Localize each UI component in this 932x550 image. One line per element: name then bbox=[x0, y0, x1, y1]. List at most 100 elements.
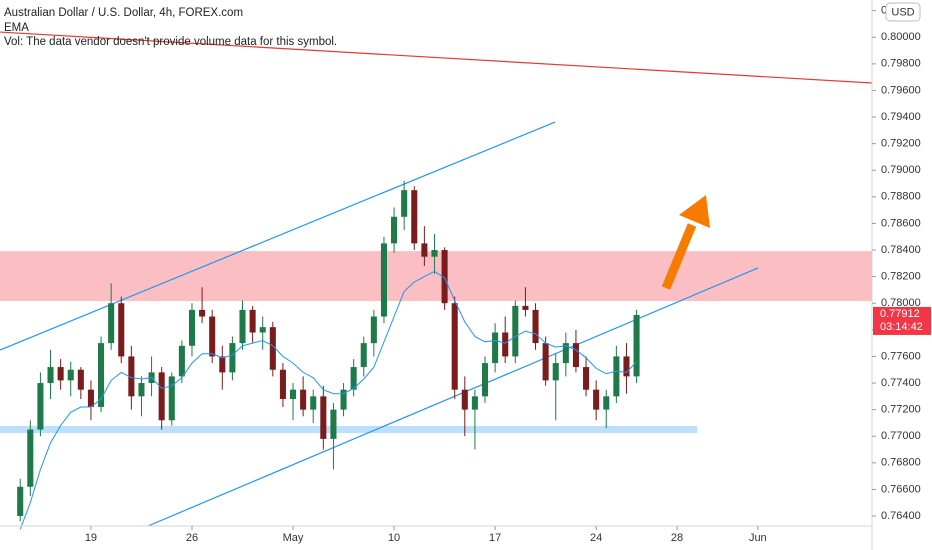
candle-body bbox=[481, 363, 489, 397]
candle-body bbox=[421, 243, 428, 257]
candle-body bbox=[583, 367, 590, 390]
candle-body bbox=[360, 343, 367, 368]
candle-body bbox=[77, 369, 84, 390]
candle-body bbox=[613, 356, 620, 397]
trendline bbox=[0, 31, 873, 84]
zone bbox=[0, 425, 698, 434]
y-tick-label: 0.77600 bbox=[881, 350, 921, 362]
candle-body bbox=[108, 303, 115, 344]
axes: 0.76400 0.76600 0.76800 0.77000 0.77200 0.774… bbox=[85, 5, 931, 544]
x-tick-label: 19 bbox=[85, 532, 97, 544]
candle-body bbox=[168, 376, 175, 421]
y-tick-label: 0.79400 bbox=[881, 111, 921, 123]
candle-body bbox=[522, 305, 529, 310]
candle-body bbox=[502, 332, 509, 357]
y-tick-label: 0.78000 bbox=[881, 297, 921, 309]
trendline bbox=[147, 267, 759, 527]
candle-body bbox=[461, 389, 468, 410]
candle-body bbox=[633, 314, 640, 377]
candle-body bbox=[593, 389, 600, 410]
candle-body bbox=[401, 190, 408, 217]
y-tick-label: 0.77400 bbox=[881, 377, 921, 389]
y-tick-label: 0.79000 bbox=[881, 164, 921, 176]
chart-title: Australian Dollar / U.S. Dollar, 4h, FOR… bbox=[4, 7, 243, 19]
candle-body bbox=[391, 216, 398, 244]
candle-body bbox=[57, 367, 64, 381]
ema-line bbox=[19, 270, 637, 530]
y-tick-label: 0.79200 bbox=[881, 138, 921, 150]
candle-body bbox=[370, 316, 377, 344]
candle-body bbox=[269, 327, 276, 370]
candle-body bbox=[380, 243, 387, 317]
last-price-box bbox=[873, 306, 931, 335]
candles bbox=[17, 180, 640, 530]
annotation-arrow-shaft bbox=[661, 223, 697, 290]
volume-note: Vol: The data vendor doesn't provide vol… bbox=[4, 36, 337, 48]
candle-body bbox=[178, 345, 185, 377]
currency-label[interactable]: USD bbox=[891, 6, 914, 18]
candle-body bbox=[562, 343, 569, 364]
candle-body bbox=[623, 356, 630, 377]
candle-body bbox=[239, 309, 246, 344]
x-tick-label: May bbox=[283, 532, 304, 544]
y-tick-label: 0.76400 bbox=[881, 510, 921, 522]
candle-body bbox=[229, 343, 236, 373]
candle-body bbox=[249, 309, 256, 333]
candle-body bbox=[279, 369, 286, 399]
candle-body bbox=[552, 363, 559, 381]
candle-body bbox=[188, 309, 196, 346]
currency-badge[interactable] bbox=[885, 2, 921, 22]
candle-body bbox=[87, 389, 94, 407]
y-tick-label: 0.76600 bbox=[881, 483, 921, 495]
candle-body bbox=[572, 343, 579, 368]
x-tick-label: 26 bbox=[186, 532, 198, 544]
zones bbox=[0, 251, 872, 434]
y-tick-label: 0.78800 bbox=[881, 191, 921, 203]
candle-body bbox=[340, 389, 347, 410]
candle-body bbox=[158, 372, 165, 421]
x-tick-label: 24 bbox=[590, 532, 602, 544]
candle-body bbox=[98, 343, 105, 407]
candle-body bbox=[471, 396, 478, 410]
candle-body bbox=[603, 396, 610, 410]
candle-body bbox=[209, 316, 216, 357]
candle-body bbox=[219, 356, 226, 373]
candle-body bbox=[259, 327, 266, 333]
candle-body bbox=[350, 367, 357, 390]
candle-body bbox=[492, 332, 499, 364]
indicator-label: EMA bbox=[4, 22, 29, 34]
candle-body bbox=[67, 369, 74, 381]
y-tick-label: 0.77000 bbox=[881, 430, 921, 442]
candle-body bbox=[411, 190, 418, 244]
candle-body bbox=[128, 356, 135, 397]
y-tick-label: 0.78200 bbox=[881, 271, 921, 283]
x-tick-label: Jun bbox=[749, 532, 767, 544]
x-tick-label: 17 bbox=[489, 532, 501, 544]
zone bbox=[0, 251, 872, 301]
candle-body bbox=[289, 389, 297, 399]
candle-body bbox=[431, 250, 438, 257]
candle-body bbox=[330, 409, 337, 439]
y-tick-label: 0.80000 bbox=[881, 31, 921, 43]
trendline bbox=[0, 121, 556, 351]
candle-body bbox=[118, 303, 125, 357]
y-tick-label: 0.77200 bbox=[881, 404, 921, 416]
x-tick-label: 28 bbox=[671, 532, 683, 544]
y-tick-label: 0.78600 bbox=[881, 217, 921, 229]
candle-body bbox=[138, 383, 145, 397]
candle-body bbox=[17, 486, 24, 517]
y-tick-label: 0.79800 bbox=[881, 58, 921, 70]
annotation-arrow-head bbox=[679, 195, 710, 228]
candle-body bbox=[37, 383, 44, 430]
candle-body bbox=[532, 309, 539, 344]
candle-body bbox=[47, 367, 54, 384]
candle-body bbox=[199, 309, 206, 317]
candle-body bbox=[542, 343, 549, 381]
y-tick-label: 0.76800 bbox=[881, 457, 921, 469]
candle-body bbox=[320, 396, 327, 439]
candle-body bbox=[441, 250, 448, 304]
candle-body bbox=[512, 305, 519, 357]
candle-body bbox=[300, 389, 307, 410]
last-price-label: 0.77912 bbox=[880, 308, 920, 320]
